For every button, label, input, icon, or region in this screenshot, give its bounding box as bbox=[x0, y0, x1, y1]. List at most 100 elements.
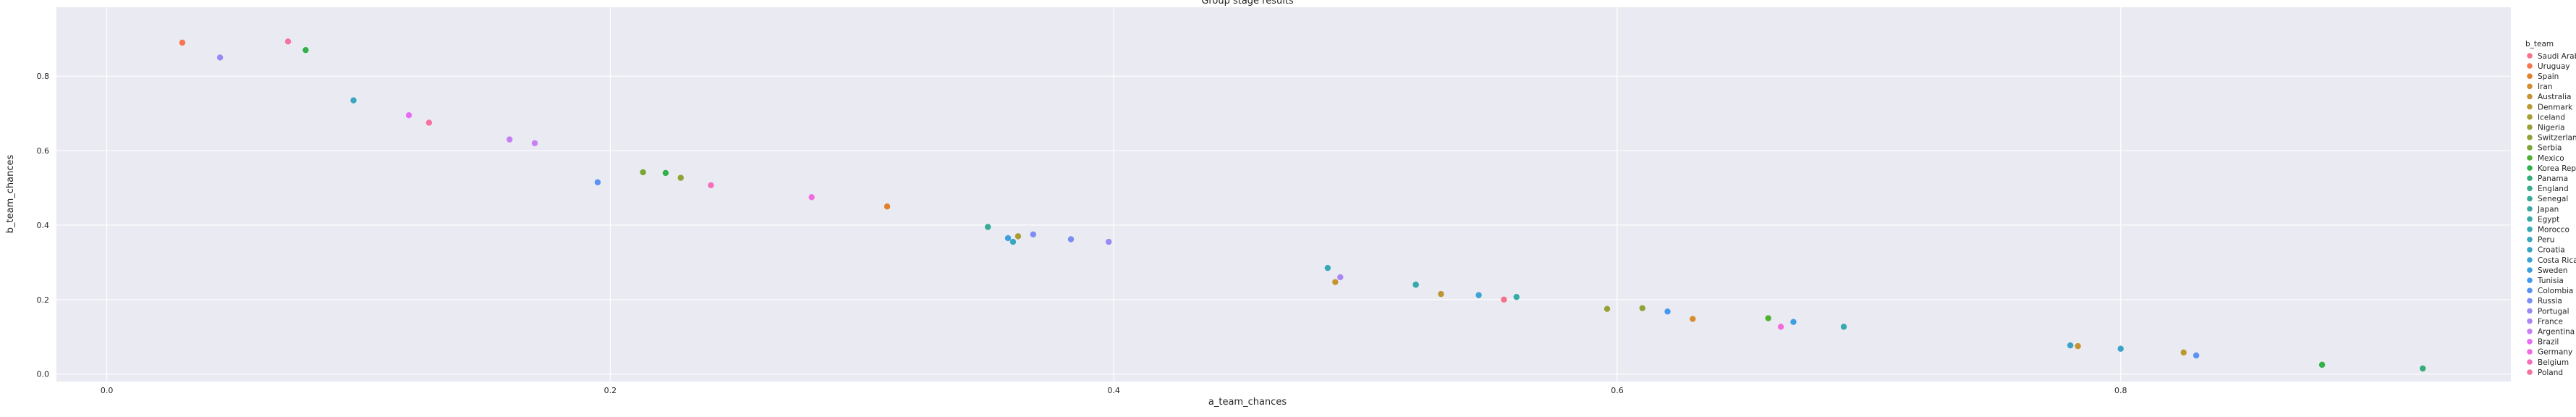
data-point bbox=[1004, 235, 1012, 242]
x-tick-labels: 0.0 0.2 0.4 0.6 0.8 bbox=[101, 386, 2127, 395]
legend-entry: Tunisia bbox=[2537, 277, 2564, 285]
data-point bbox=[1639, 305, 1645, 311]
legend-entry: Japan bbox=[2537, 205, 2559, 214]
legend-entry: Australia bbox=[2538, 93, 2571, 101]
data-point bbox=[179, 39, 186, 46]
legend: b_team Saudi ArabiaUruguaySpain Iran Austr… bbox=[2525, 40, 2576, 377]
y-tick-label: 0.6 bbox=[37, 146, 50, 156]
legend-entry: Iran bbox=[2538, 83, 2553, 91]
y-axis-label: b_team_chances bbox=[5, 155, 16, 234]
legend-entry: Spain bbox=[2538, 72, 2559, 81]
data-point bbox=[884, 203, 891, 210]
data-point bbox=[1324, 264, 1331, 271]
legend-marker bbox=[2527, 145, 2533, 151]
legend-marker bbox=[2527, 216, 2533, 222]
data-point bbox=[1765, 315, 1771, 321]
legend-entry: Portugal bbox=[2538, 307, 2569, 316]
legend-marker bbox=[2527, 308, 2533, 314]
data-points bbox=[179, 38, 2426, 372]
y-tick-label: 0.0 bbox=[37, 370, 50, 379]
legend-marker bbox=[2527, 165, 2533, 171]
legend-marker bbox=[2527, 53, 2533, 59]
legend-marker bbox=[2527, 247, 2533, 253]
legend-marker bbox=[2527, 226, 2533, 232]
legend-entry: England bbox=[2538, 185, 2569, 193]
data-point bbox=[1030, 231, 1037, 238]
y-tick-label: 0.4 bbox=[37, 221, 50, 230]
legend-marker bbox=[2527, 267, 2533, 273]
legend-entry: Morocco bbox=[2538, 226, 2569, 235]
data-point bbox=[2318, 361, 2326, 368]
legend-entry: Panama bbox=[2538, 174, 2568, 183]
legend-entry: Sweden bbox=[2538, 266, 2568, 275]
data-point bbox=[1513, 294, 1520, 300]
data-point bbox=[2192, 352, 2200, 359]
y-tick-labels: 0.0 0.2 0.4 0.6 0.8 bbox=[37, 72, 50, 379]
legend-marker bbox=[2527, 237, 2533, 243]
legend-marker bbox=[2527, 206, 2533, 212]
plot-area bbox=[56, 7, 2511, 382]
legend-entry: Denmark bbox=[2538, 103, 2573, 111]
data-point bbox=[1690, 316, 1696, 322]
data-point bbox=[284, 38, 292, 45]
legend-marker bbox=[2527, 359, 2533, 365]
legend-entry: Brazil bbox=[2538, 338, 2559, 347]
legend-marker bbox=[2527, 73, 2533, 79]
legend-marker bbox=[2527, 155, 2533, 161]
legend-entry: Iceland bbox=[2538, 113, 2565, 122]
data-point bbox=[1475, 292, 1482, 298]
y-tick-label: 0.2 bbox=[37, 295, 50, 305]
legend-entry: Colombia bbox=[2538, 287, 2573, 295]
data-point bbox=[1332, 279, 1339, 285]
legend-marker bbox=[2527, 124, 2533, 130]
data-point bbox=[1412, 282, 1419, 288]
legend-marker bbox=[2527, 298, 2533, 304]
data-point bbox=[216, 54, 224, 61]
grid-lines bbox=[56, 7, 2511, 382]
data-point bbox=[2420, 365, 2426, 372]
legend-marker bbox=[2527, 328, 2533, 334]
data-point bbox=[1603, 306, 1611, 312]
data-point bbox=[2180, 349, 2187, 356]
legend-entry: Mexico bbox=[2538, 154, 2564, 163]
chart-title: Group stage results bbox=[1201, 0, 1294, 7]
legend-entry: Serbia bbox=[2538, 144, 2562, 153]
data-point bbox=[1790, 319, 1797, 325]
legend-entry: Nigeria bbox=[2538, 124, 2565, 132]
data-point bbox=[1067, 236, 1075, 243]
legend-marker bbox=[2527, 114, 2533, 120]
data-point bbox=[1777, 324, 1784, 330]
x-axis-label: a_team_chances bbox=[1208, 397, 1287, 408]
legend-marker bbox=[2527, 83, 2533, 90]
data-point bbox=[425, 119, 433, 126]
legend-marker bbox=[2527, 93, 2533, 100]
data-point bbox=[1014, 233, 1022, 240]
legend-entry: France bbox=[2538, 317, 2563, 326]
legend-marker bbox=[2527, 104, 2533, 110]
data-point bbox=[662, 169, 669, 177]
legend-marker bbox=[2527, 369, 2533, 375]
data-point bbox=[1438, 290, 1444, 298]
legend-entry: Croatia bbox=[2538, 246, 2565, 255]
legend-marker bbox=[2527, 63, 2533, 69]
data-point bbox=[531, 140, 538, 146]
legend-entry: Costa Rica bbox=[2538, 256, 2576, 265]
data-point bbox=[594, 179, 601, 185]
x-tick-label: 0.0 bbox=[101, 386, 114, 395]
y-tick-label: 0.8 bbox=[37, 72, 50, 81]
legend-entry: Germany bbox=[2538, 348, 2572, 357]
legend-entry: Egypt bbox=[2538, 215, 2559, 224]
x-tick-label: 0.4 bbox=[1107, 386, 1120, 395]
data-point bbox=[640, 169, 646, 176]
legend-marker bbox=[2527, 349, 2533, 355]
legend-entry: Korea Republic bbox=[2538, 164, 2576, 173]
data-point bbox=[1840, 324, 1847, 330]
data-point bbox=[1009, 238, 1017, 245]
data-point bbox=[1106, 238, 1112, 245]
legend-marker bbox=[2527, 287, 2533, 294]
legend-entry: Russia bbox=[2538, 297, 2562, 306]
legend-marker bbox=[2527, 175, 2533, 181]
data-point bbox=[985, 224, 991, 230]
legend-marker bbox=[2527, 195, 2533, 202]
legend-entry: Argentina bbox=[2538, 328, 2575, 337]
